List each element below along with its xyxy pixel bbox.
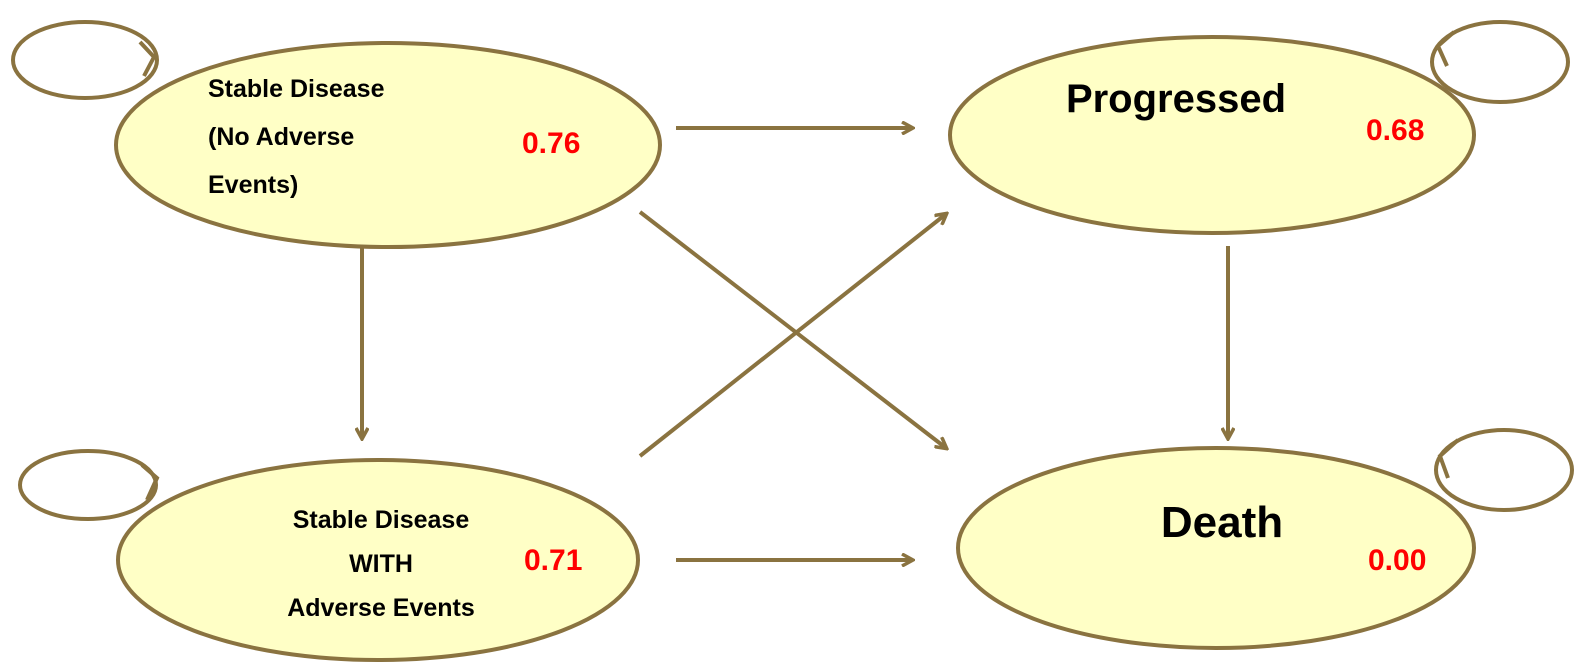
self-loop-stable-ae [18, 449, 160, 521]
node-death: Death 0.00 [956, 446, 1476, 650]
node-stable-label-line-2: (No Adverse [208, 123, 354, 151]
node-stable-disease-ae: Stable Disease WITH Adverse Events 0.71 [116, 458, 640, 662]
node-stable-ae-label-line-3: Adverse Events [287, 594, 475, 622]
node-death-value: 0.00 [1368, 544, 1426, 577]
edge-stable-ae-to-progressed [638, 214, 946, 458]
node-progressed: Progressed 0.68 [948, 35, 1476, 235]
node-stable-label-line-3: Events) [208, 171, 298, 199]
self-loop-progressed [1430, 20, 1570, 104]
self-loop-death [1434, 428, 1574, 512]
node-stable-label-line-1: Stable Disease [208, 75, 385, 103]
edge-stable-to-death [638, 210, 946, 448]
self-loop-stable [11, 20, 159, 100]
node-progressed-value: 0.68 [1366, 114, 1424, 147]
node-stable-ae-label-line-1: Stable Disease [293, 506, 470, 534]
node-stable-ae-label-line-2: WITH [349, 550, 413, 578]
node-death-label: Death [1161, 498, 1283, 547]
node-stable-disease: Stable Disease (No Adverse Events) 0.76 [114, 41, 662, 249]
node-stable-value: 0.76 [522, 127, 580, 160]
node-stable-ae-value: 0.71 [524, 544, 582, 577]
node-progressed-label: Progressed [1066, 77, 1286, 121]
